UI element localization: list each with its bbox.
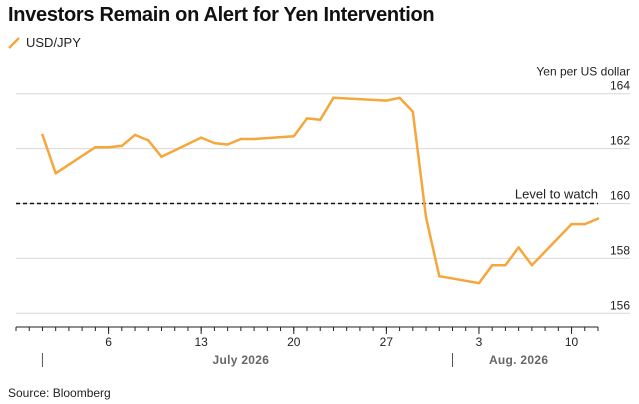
data-point <box>239 137 243 141</box>
data-point <box>411 110 415 113</box>
data-point <box>332 96 335 100</box>
month-label: Aug. 2026 <box>489 353 548 367</box>
data-point <box>107 146 110 149</box>
data-point <box>504 264 507 267</box>
data-point <box>226 143 229 146</box>
data-point <box>530 264 534 267</box>
data-point <box>252 137 256 141</box>
legend-line-icon <box>8 36 20 49</box>
data-point <box>133 133 137 137</box>
data-point <box>94 146 97 149</box>
series-line <box>41 96 600 285</box>
x-tick-label: 27 <box>380 335 394 349</box>
x-tick-label: 6 <box>105 335 112 349</box>
threshold: Level to watch <box>16 187 598 205</box>
data-point <box>570 222 573 226</box>
data-point <box>54 172 57 175</box>
data-point <box>41 133 44 137</box>
y-tick-label: 160 <box>610 189 630 203</box>
x-axis: 6 13 20 27 3 10 July 2026 Aug. 2026 <box>15 326 599 367</box>
chart-title: Investors Remain on Alert for Yen Interv… <box>8 4 435 26</box>
data-point <box>596 217 600 220</box>
data-point <box>583 222 586 226</box>
month-label: July 2026 <box>212 353 269 367</box>
y-tick-label: 158 <box>610 243 630 257</box>
data-point <box>477 281 481 285</box>
data-point <box>517 246 520 249</box>
data-point <box>319 118 322 121</box>
data-point <box>147 139 150 142</box>
data-point <box>292 135 295 138</box>
data-point <box>385 99 388 102</box>
data-point <box>305 117 309 120</box>
y-tick-label: 156 <box>610 298 630 312</box>
data-point <box>424 216 428 219</box>
x-tick-label: 3 <box>476 335 483 349</box>
legend-label: USD/JPY <box>26 34 81 50</box>
data-point <box>199 136 203 139</box>
series <box>41 96 600 285</box>
data-point <box>160 155 163 159</box>
source-note: Source: Bloomberg <box>8 386 111 400</box>
threshold-label: Level to watch <box>515 187 598 202</box>
y-tick-label: 164 <box>610 79 630 93</box>
x-tick-label: 10 <box>565 335 579 349</box>
data-point <box>120 144 124 148</box>
data-point <box>213 141 216 145</box>
x-tick-label: 13 <box>195 335 209 349</box>
data-point <box>438 275 441 278</box>
data-point <box>490 264 494 267</box>
legend: USD/JPY <box>8 33 81 51</box>
y-axis-title: Yen per US dollar <box>536 65 630 79</box>
y-tick-label: 162 <box>610 134 630 148</box>
data-point <box>398 96 401 100</box>
x-tick-label: 20 <box>287 335 301 349</box>
